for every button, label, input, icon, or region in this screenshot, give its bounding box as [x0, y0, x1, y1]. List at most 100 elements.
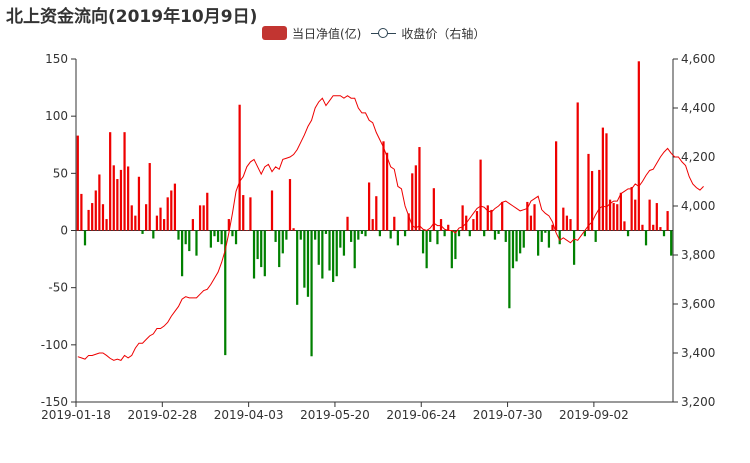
bar [670, 230, 673, 256]
bar [141, 230, 144, 234]
bar [285, 230, 288, 240]
close-price-line [77, 95, 704, 361]
bar [328, 230, 331, 271]
bar [220, 230, 223, 245]
bar [569, 219, 572, 231]
bar [411, 173, 414, 231]
left-tick-label: 0 [60, 224, 68, 238]
bar [267, 230, 270, 231]
bar [396, 230, 399, 246]
bar [623, 221, 626, 231]
bar [483, 230, 486, 237]
bar [213, 230, 216, 237]
x-tick-label: 2019-07-30 [473, 408, 543, 422]
bar [598, 169, 601, 231]
right-tick-label: 3,600 [681, 297, 715, 311]
bar [407, 213, 410, 231]
bar [306, 230, 310, 297]
bar [475, 211, 479, 231]
bar [655, 203, 658, 231]
left-tick-label: 50 [53, 166, 68, 180]
bar [608, 199, 612, 231]
bar [421, 230, 425, 254]
legend-item-net[interactable]: 当日净值(亿) [262, 25, 361, 42]
x-tick-label: 2019-01-18 [41, 408, 111, 422]
bar [601, 127, 604, 231]
right-tick-label: 3,400 [681, 346, 715, 360]
bar [324, 230, 328, 234]
bar [155, 215, 159, 231]
bar [123, 132, 126, 231]
bar [350, 230, 353, 242]
bar [544, 230, 547, 233]
bar [490, 209, 493, 231]
bar [562, 207, 565, 231]
bar [339, 230, 342, 248]
bar [130, 205, 133, 231]
bar [188, 230, 191, 252]
bar [547, 230, 551, 248]
bar [382, 141, 385, 231]
bar [191, 219, 194, 231]
bar [357, 230, 360, 240]
bar [580, 230, 583, 231]
legend-item-close[interactable]: 收盘价（右轴） [371, 25, 485, 42]
bar [662, 230, 666, 237]
bar [310, 230, 313, 357]
bar [342, 230, 346, 256]
bar [414, 165, 417, 231]
bar [332, 230, 335, 282]
bar [184, 230, 187, 245]
bar [666, 211, 669, 231]
bar [260, 230, 263, 268]
bar [479, 159, 482, 231]
x-tick-label: 2019-06-24 [386, 408, 456, 422]
bar [555, 141, 558, 231]
bar [148, 163, 151, 231]
bar [439, 219, 443, 231]
bar [537, 230, 540, 256]
bar [173, 183, 177, 231]
bar [163, 219, 166, 231]
bar [634, 199, 637, 231]
left-tick-label: -100 [41, 338, 68, 352]
bar [177, 230, 180, 240]
bar [238, 104, 241, 231]
bar [91, 203, 94, 231]
bar [256, 230, 259, 260]
bar [292, 228, 295, 231]
bar [572, 230, 576, 265]
bar [540, 230, 543, 242]
bar [616, 204, 619, 231]
bar [270, 190, 274, 231]
bar [429, 230, 432, 242]
bar [641, 224, 644, 231]
bar [443, 230, 446, 237]
bar [648, 199, 651, 231]
bar [278, 230, 281, 268]
right-tick-label: 4,600 [681, 52, 715, 66]
left-tick-label: -50 [48, 281, 68, 295]
bar [644, 230, 648, 246]
bar [281, 230, 284, 254]
bar [375, 196, 378, 231]
bar [98, 174, 101, 231]
bar [659, 227, 662, 231]
bar [378, 230, 382, 237]
right-tick-label: 4,000 [681, 199, 715, 213]
bar [619, 192, 622, 231]
bar [159, 207, 162, 231]
bar [317, 230, 320, 265]
bar [109, 132, 112, 231]
bar [127, 166, 130, 231]
bar [80, 193, 83, 231]
bar [403, 230, 407, 237]
bar [227, 219, 230, 231]
bar [360, 230, 364, 234]
bar [216, 230, 220, 242]
bar [457, 230, 461, 237]
bar [626, 230, 630, 237]
bar [234, 230, 238, 245]
bar [605, 133, 608, 231]
legend-label-close: 收盘价（右轴） [401, 26, 486, 41]
